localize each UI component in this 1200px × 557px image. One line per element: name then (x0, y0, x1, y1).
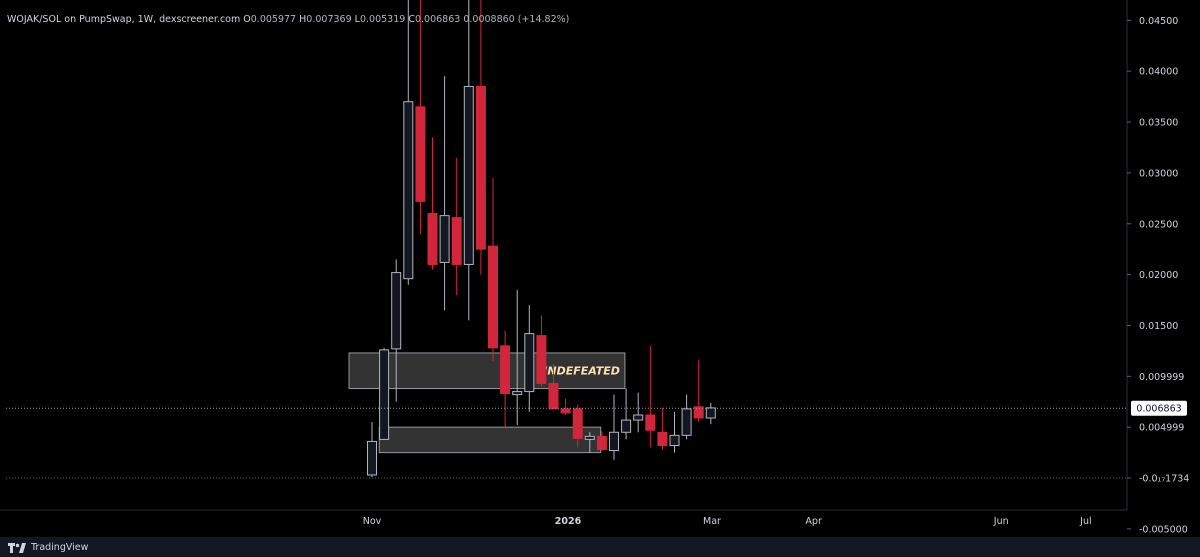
candle-body-7[interactable] (451, 217, 462, 265)
candle-body-20[interactable] (609, 431, 619, 452)
y-tick-label-5: 0.02000 (1139, 270, 1178, 281)
candle-body-28[interactable] (705, 407, 716, 419)
candle-body-6[interactable] (439, 215, 450, 263)
change-value: 0.0008860 (+14.82%) (463, 14, 570, 25)
zone-box-1[interactable] (378, 426, 602, 454)
y-tick-label-9: -0.0₁₇1734 (1139, 474, 1189, 485)
x-tick-label-0: Nov (363, 516, 382, 527)
close-value: 0.006863 (414, 14, 461, 25)
candle-body-3[interactable] (403, 101, 414, 280)
y-tick-label-2: 0.03500 (1139, 118, 1178, 129)
high-label: H (299, 14, 307, 25)
y-tick-label-4: 0.02500 (1139, 219, 1178, 230)
y-tick-label-8: 0.004999 (1139, 423, 1184, 434)
y-tick-label-0: 0.04500 (1139, 16, 1178, 27)
open-value: 0.005977 (250, 14, 297, 25)
candle-body-18[interactable] (584, 435, 595, 440)
candle-body-17[interactable] (572, 408, 583, 439)
open-label: O (243, 14, 251, 25)
y-tick-label-3: 0.03000 (1139, 168, 1178, 179)
x-tick-label-1: 2026 (555, 516, 582, 527)
high-value: 0.007369 (306, 14, 352, 25)
y-tick-label-1: 0.04000 (1139, 67, 1178, 78)
candle-body-22[interactable] (633, 414, 644, 421)
candle-body-16[interactable] (560, 408, 571, 414)
candle-body-27[interactable] (693, 406, 704, 419)
candle-body-12[interactable] (512, 391, 523, 396)
tradingview-logo[interactable]: TradingView (8, 542, 88, 553)
low-value: 0.005319 (359, 14, 406, 25)
candle-body-5[interactable] (427, 213, 438, 265)
candle-body-2[interactable] (391, 272, 402, 350)
tradingview-brand: TradingView (31, 542, 89, 553)
candle-body-23[interactable] (645, 414, 656, 431)
candle-body-14[interactable] (536, 335, 547, 384)
current-price-label: 0.006863 (1136, 404, 1181, 415)
x-tick-label-4: Jun (993, 516, 1009, 527)
symbol-title: WOJAK/SOL on PumpSwap, 1W, dexscreener.c… (7, 14, 241, 25)
candle-body-9[interactable] (475, 85, 486, 250)
candle-body-1[interactable] (379, 349, 390, 440)
current-price-badge (1131, 400, 1187, 416)
candle-body-10[interactable] (488, 245, 498, 349)
candle-body-15[interactable] (548, 382, 559, 410)
symbol-legend: WOJAK/SOL on PumpSwap, 1W, dexscreener.c… (7, 14, 569, 25)
close-label: C (408, 14, 415, 25)
low-label: L (354, 14, 360, 25)
x-tick-label-5: Jul (1079, 516, 1091, 527)
candle-body-13[interactable] (524, 333, 535, 393)
candle-body-0[interactable] (367, 440, 377, 476)
zone-label-0: UNDEFEATED (538, 365, 619, 378)
zone-box-0[interactable] (348, 352, 626, 390)
y-tick-label-6: 0.01500 (1139, 321, 1178, 332)
candle-body-19[interactable] (596, 435, 607, 451)
footer-bar (0, 537, 1200, 557)
candle-body-25[interactable] (669, 434, 680, 446)
price-chart[interactable]: UNDEFEATED 0.04500 0.04000 0.03500 0.03000 0… (0, 0, 1200, 537)
tradingview-logo-icon (8, 542, 26, 553)
candle-body-21[interactable] (621, 419, 632, 433)
x-tick-label-2: Mar (703, 516, 721, 527)
candle-body-11[interactable] (500, 345, 511, 395)
candle-body-4[interactable] (415, 106, 426, 202)
candle-body-24[interactable] (657, 431, 668, 446)
candle-body-26[interactable] (681, 408, 692, 436)
x-tick-label-3: Apr (805, 516, 822, 527)
y-tick-label-10: -0.005000 (1139, 524, 1188, 535)
candle-body-8[interactable] (463, 85, 474, 265)
y-tick-label-7: 0.009999 (1139, 372, 1184, 383)
